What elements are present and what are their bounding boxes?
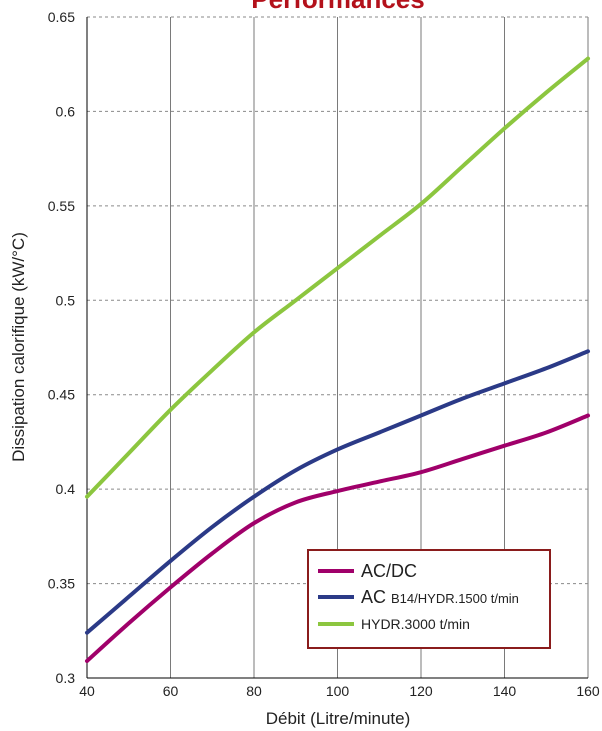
y-tick-label-0: 0.3 [56, 670, 76, 686]
series-line-hydr-3000 [85, 56, 590, 499]
y-tick-label-2: 0.4 [56, 481, 76, 497]
chart-title: Performances [251, 0, 424, 14]
x-tick-label-4: 120 [409, 683, 433, 699]
x-tick-label-3: 100 [326, 683, 350, 699]
x-tick-label-5: 140 [493, 683, 517, 699]
y-axis-label: Dissipation calorifique (kW/°C) [9, 232, 28, 462]
legend-label-hydr-3000: HYDR.3000 t/min [361, 616, 470, 632]
y-axis-ticks: 0.3 0.35 0.4 0.45 0.5 0.55 0.6 0.65 [48, 9, 75, 686]
y-tick-label-5: 0.55 [48, 198, 75, 214]
y-tick-label-1: 0.35 [48, 576, 75, 592]
x-tick-label-6: 160 [576, 683, 600, 699]
y-tick-label-3: 0.45 [48, 387, 75, 403]
y-tick-label-7: 0.65 [48, 9, 75, 25]
x-axis-ticks: 40 60 80 100 120 140 160 [79, 683, 600, 699]
x-axis-label: Débit (Litre/minute) [266, 709, 411, 728]
plot-frame [86, 17, 588, 679]
legend-label-ac-b14: AC B14/HYDR.1500 t/min [361, 587, 519, 607]
y-tick-label-6: 0.6 [56, 103, 76, 119]
series-line-acdc [85, 413, 590, 664]
series-lines [85, 56, 590, 664]
x-tick-label-0: 40 [79, 683, 95, 699]
series-line-ac-b14 [85, 349, 590, 635]
x-tick-label-2: 80 [246, 683, 262, 699]
legend-label-acdc: AC/DC [361, 561, 417, 581]
legend: AC/DC AC B14/HYDR.1500 t/min HYDR.3000 t/mi… [307, 549, 551, 649]
y-tick-label-4: 0.5 [56, 292, 76, 308]
x-tick-label-1: 60 [163, 683, 179, 699]
